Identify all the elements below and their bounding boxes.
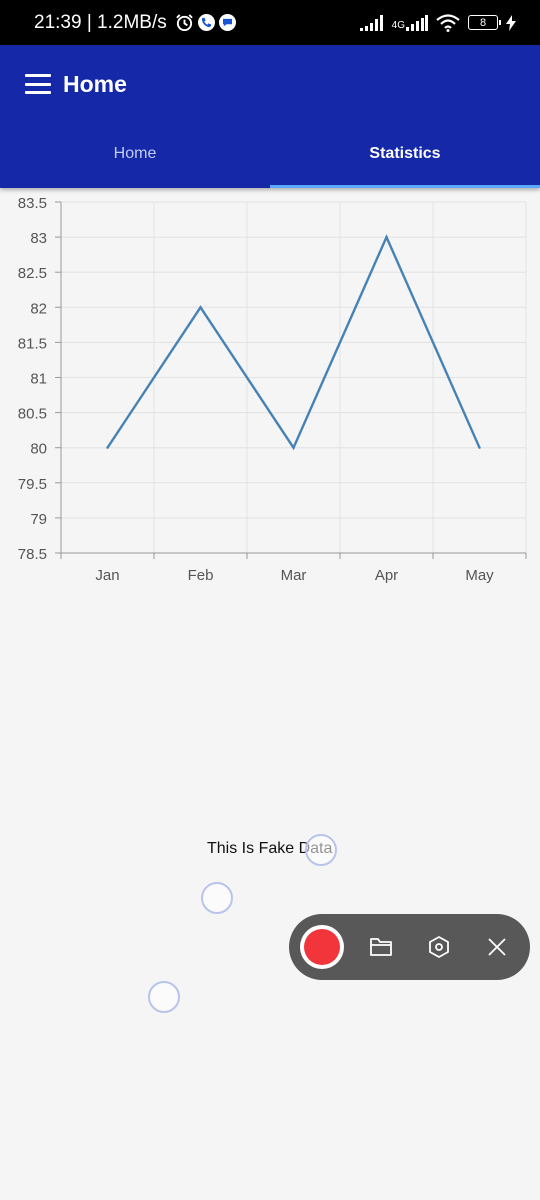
settings-button[interactable] (410, 914, 468, 980)
fake-data-label: This Is Fake Data (207, 840, 333, 857)
data-point (478, 446, 481, 449)
y-tick-label: 79 (30, 511, 47, 528)
y-tick-label: 80 (30, 441, 47, 458)
battery-level: 8 (479, 16, 487, 29)
data-point (292, 446, 295, 449)
close-button[interactable] (468, 914, 526, 980)
y-tick-label: 81.5 (18, 335, 47, 352)
status-bar: 21:39 | 1.2MB/s (0, 0, 540, 45)
y-tick-label: 83.5 (18, 195, 47, 212)
page-title: Home (63, 70, 127, 97)
touch-indicator (201, 882, 233, 914)
tab-statistics[interactable]: Statistics (270, 123, 540, 188)
battery-icon: 8 (468, 15, 501, 30)
tab-home[interactable]: Home (113, 144, 157, 162)
network-type: 4G (391, 19, 405, 31)
x-tick-label: Apr (375, 567, 398, 584)
app-bar: Home Home Statistics (0, 45, 540, 188)
hamburger-menu-icon[interactable] (25, 74, 51, 94)
wifi-icon (436, 13, 460, 32)
folder-button[interactable] (352, 914, 410, 980)
settings-hexagon-icon (429, 936, 449, 958)
x-tick-label: May (465, 567, 494, 584)
toolbar: Home (0, 45, 540, 123)
data-point (385, 235, 388, 239)
y-tick-label: 80.5 (18, 406, 47, 423)
signal-icon (359, 14, 383, 31)
screen-recorder-toolbar[interactable] (289, 914, 530, 980)
y-tick-label: 79.5 (18, 476, 47, 493)
tab-bar: Home Statistics (0, 123, 540, 188)
status-time-speed: 21:39 | 1.2MB/s (34, 11, 167, 33)
record-icon (304, 929, 340, 965)
touch-indicator (305, 834, 337, 866)
charging-icon (506, 14, 516, 31)
message-icon (218, 14, 236, 31)
y-tick-label: 83 (30, 230, 47, 247)
data-point (199, 306, 202, 309)
x-tick-label: Mar (281, 567, 307, 584)
record-button[interactable] (300, 925, 344, 969)
touch-indicator (148, 981, 180, 1013)
alarm-icon (175, 14, 193, 32)
x-tick-label: Feb (188, 567, 214, 584)
folder-icon (370, 938, 392, 956)
statistics-line-chart: 78.5 79 79.5 80 80.5 81 81.5 82 82.5 83 83.5 Jan Feb… (18, 195, 527, 584)
signal-4g-icon: 4G (391, 14, 428, 31)
y-tick-label: 82.5 (18, 265, 47, 282)
y-tick-label: 82 (30, 300, 47, 317)
x-tick-label: Jan (95, 567, 119, 584)
phone-icon (197, 14, 215, 31)
y-tick-label: 81 (30, 371, 47, 388)
data-point (106, 446, 109, 449)
close-icon (488, 938, 506, 956)
y-tick-label: 78.5 (18, 546, 47, 563)
